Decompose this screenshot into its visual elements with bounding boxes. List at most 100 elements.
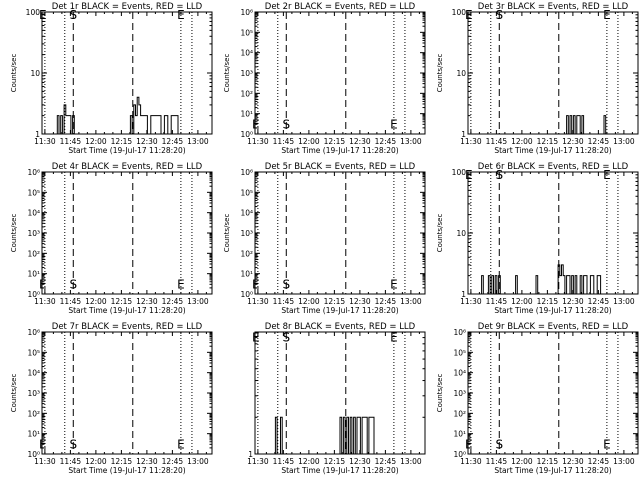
x-axis-label: Start Time (19-Jul-17 11:28:20): [494, 306, 611, 315]
event-marker: S: [495, 168, 503, 182]
x-tick-label: 11:45: [60, 297, 82, 306]
event-marker: E: [465, 437, 473, 451]
event-marker: E: [465, 8, 473, 22]
y-tick-label: 10²: [27, 409, 40, 418]
plot-frame: [41, 331, 213, 455]
event-marker: E: [603, 168, 611, 182]
event-marker: S: [69, 277, 77, 291]
y-axis-label: Counts/sec: [10, 214, 18, 253]
x-tick-label: 12:00: [85, 297, 107, 306]
y-tick-label: 1: [35, 130, 40, 139]
event-marker: E: [465, 168, 473, 182]
plot-frame: [41, 171, 213, 295]
x-axis-label: Start Time (19-Jul-17 11:28:20): [494, 146, 611, 155]
y-tick-label: 10⁰: [27, 450, 40, 459]
x-tick-label: 11:45: [486, 137, 508, 146]
event-marker: S: [282, 331, 290, 345]
x-tick-label: 11:30: [460, 297, 482, 306]
y-tick-label: 10¹: [240, 110, 253, 119]
panel-det-4: Det 4r BLACK = Events, RED = LLD 11:30 11:…: [10, 162, 213, 315]
panel-title: Det 7r BLACK = Events, RED = LLD: [52, 322, 203, 332]
event-marker: E: [177, 437, 185, 451]
event-marker: E: [39, 8, 47, 22]
panel-title: Det 1r BLACK = Events, RED = LLD: [52, 2, 203, 12]
y-tick-label: 10: [30, 69, 40, 78]
event-marker: E: [177, 277, 185, 291]
x-tick-label: 12:45: [162, 137, 184, 146]
plot-frame: [254, 171, 426, 295]
y-tick-label: 10⁴: [27, 369, 40, 378]
events-series-line: [274, 416, 376, 455]
x-tick-label: 12:30: [136, 137, 158, 146]
y-tick-label: 10³: [240, 69, 253, 78]
event-marker: E: [603, 437, 611, 451]
x-axis-label: Start Time (19-Jul-17 11:28:20): [281, 146, 398, 155]
panel-title: Det 3r BLACK = Events, RED = LLD: [478, 2, 629, 12]
event-marker: S: [69, 8, 77, 22]
event-marker: E: [252, 117, 260, 131]
x-tick-label: 12:00: [511, 297, 533, 306]
event-marker: S: [495, 8, 503, 22]
event-marker: E: [39, 277, 47, 291]
y-tick-label: 1: [248, 450, 253, 459]
y-axis-label: Counts/sec: [10, 374, 18, 413]
y-tick-label: 100: [452, 8, 467, 17]
event-marker: E: [603, 8, 611, 22]
panel-det-8: Det 8r BLACK = Events, RED = LLD 11:30 11:…: [247, 322, 426, 475]
events-series-line: [55, 96, 182, 135]
x-tick-label: 11:30: [247, 297, 269, 306]
y-tick-label: 10¹: [240, 270, 253, 279]
x-tick-label: 12:30: [349, 297, 371, 306]
panel-title: Det 2r BLACK = Events, RED = LLD: [265, 2, 416, 12]
panel-det-5: Det 5r BLACK = Events, RED = LLD 11:30 11:…: [223, 162, 426, 315]
x-tick-label: 13:00: [613, 297, 635, 306]
x-tick-label: 12:00: [511, 457, 533, 466]
x-axis-label: Start Time (19-Jul-17 11:28:20): [281, 306, 398, 315]
x-tick-label: 13:00: [400, 297, 422, 306]
y-tick-label: 10⁰: [27, 290, 40, 299]
y-tick-label: 10²: [240, 249, 253, 258]
event-marker: E: [252, 277, 260, 291]
y-tick-label: 10⁶: [240, 168, 253, 177]
y-tick-label: 10⁴: [453, 369, 466, 378]
event-marker: E: [177, 8, 185, 22]
panel-det-2: Det 2r BLACK = Events, RED = LLD 11:30 11:…: [223, 2, 426, 155]
x-tick-label: 12:00: [298, 457, 320, 466]
x-tick-label: 12:00: [85, 137, 107, 146]
y-tick-label: 10²: [453, 409, 466, 418]
x-tick-label: 12:45: [162, 297, 184, 306]
x-tick-label: 12:45: [375, 137, 397, 146]
y-tick-label: 10: [456, 69, 466, 78]
x-tick-label: 13:00: [187, 457, 209, 466]
x-tick-label: 12:30: [562, 457, 584, 466]
y-tick-label: 10⁰: [453, 450, 466, 459]
panel-det-7: Det 7r BLACK = Events, RED = LLD 11:30 11:…: [10, 322, 213, 475]
x-axis-label: Start Time (19-Jul-17 11:28:20): [68, 146, 185, 155]
panel-det-3: Det 3r BLACK = Events, RED = LLD 11:30 11:…: [436, 2, 639, 155]
panel-title: Det 6r BLACK = Events, RED = LLD: [478, 162, 629, 172]
x-tick-label: 11:45: [273, 297, 295, 306]
x-tick-label: 13:00: [613, 137, 635, 146]
x-tick-label: 12:15: [324, 297, 346, 306]
x-tick-label: 12:30: [562, 297, 584, 306]
y-tick-label: 10³: [27, 389, 40, 398]
y-tick-label: 100: [26, 8, 41, 17]
x-tick-label: 12:30: [136, 457, 158, 466]
x-tick-label: 12:15: [324, 457, 346, 466]
x-tick-label: 11:30: [460, 137, 482, 146]
y-tick-label: 10³: [240, 229, 253, 238]
x-tick-label: 12:00: [298, 297, 320, 306]
events-series-line: [566, 115, 607, 135]
x-tick-label: 12:45: [375, 297, 397, 306]
y-tick-label: 10⁵: [453, 348, 466, 357]
y-tick-label: 10⁴: [240, 49, 253, 58]
panel-title: Det 9r BLACK = Events, RED = LLD: [478, 322, 629, 332]
event-marker: E: [390, 117, 398, 131]
x-tick-label: 12:00: [298, 137, 320, 146]
x-tick-label: 12:45: [588, 137, 610, 146]
y-tick-label: 1: [461, 290, 466, 299]
panel-title: Det 5r BLACK = Events, RED = LLD: [265, 162, 416, 172]
event-marker: S: [282, 277, 290, 291]
x-tick-label: 13:00: [400, 137, 422, 146]
x-tick-label: 12:15: [537, 297, 559, 306]
